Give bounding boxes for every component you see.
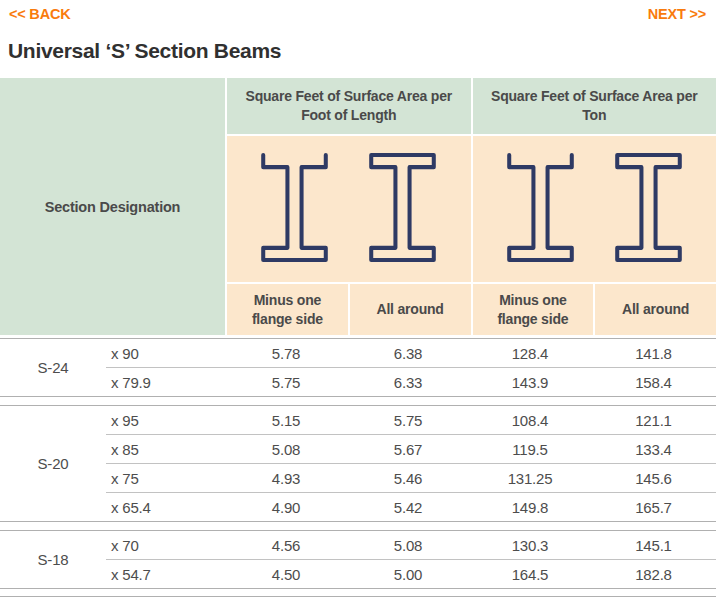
surface-area-value: 119.5: [469, 435, 591, 464]
surface-area-value: 4.90: [225, 493, 347, 522]
surface-area-value: 121.1: [591, 406, 716, 435]
surface-area-value: 5.75: [347, 406, 469, 435]
surface-area-value: 6.33: [347, 368, 469, 397]
subheader-all-around-1: All around: [350, 284, 471, 335]
surface-area-value: 130.3: [469, 531, 591, 560]
beam-icons-left-cell: [227, 136, 471, 282]
section-group-label: S-18: [0, 531, 106, 589]
surface-area-per-foot-header: Square Feet of Surface Area per Foot of …: [227, 78, 471, 134]
surface-area-value: 5.67: [347, 435, 469, 464]
size-designation: x 85: [106, 435, 225, 464]
section-group-label: S-24: [0, 339, 106, 397]
size-designation: x 70: [106, 531, 225, 560]
size-designation: x 75: [106, 464, 225, 493]
ibeam-all-around-icon: [614, 152, 683, 263]
ibeam-minus-one-flange-icon: [506, 152, 575, 263]
beam-data-table: S-24x 905.786.38128.4141.8x 79.95.756.33…: [0, 338, 716, 589]
surface-area-value: 149.8: [469, 493, 591, 522]
subheader-minus-one-flange-1: Minus one flange side: [227, 284, 348, 335]
next-link[interactable]: NEXT >>: [648, 6, 706, 22]
table-row: x 54.74.505.00164.5182.8: [0, 560, 716, 589]
surface-area-value: 165.7: [591, 493, 716, 522]
surface-area-value: 5.78: [225, 339, 347, 368]
surface-area-value: 108.4: [469, 406, 591, 435]
top-navigation: << BACK NEXT >>: [0, 0, 716, 22]
subheader-minus-one-flange-2: Minus one flange side: [473, 284, 594, 335]
ibeam-minus-one-flange-icon: [260, 152, 329, 263]
surface-area-value: 4.93: [225, 464, 347, 493]
size-designation: x 79.9: [106, 368, 225, 397]
table-row: S-24x 905.786.38128.4141.8: [0, 339, 716, 368]
group-gap: [0, 397, 716, 406]
surface-area-value: 145.6: [591, 464, 716, 493]
surface-area-value: 5.08: [347, 531, 469, 560]
surface-area-value: 6.38: [347, 339, 469, 368]
page-title: Universal ‘S’ Section Beams: [8, 39, 708, 63]
table-row: x 855.085.67119.5133.4: [0, 435, 716, 464]
surface-area-value: 5.46: [347, 464, 469, 493]
section-group-label: S-20: [0, 406, 106, 522]
surface-area-value: 182.8: [591, 560, 716, 589]
size-designation: x 54.7: [106, 560, 225, 589]
surface-area-value: 4.56: [225, 531, 347, 560]
ibeam-all-around-icon: [368, 152, 437, 263]
surface-area-value: 5.42: [347, 493, 469, 522]
table-row: S-20x 955.155.75108.4121.1: [0, 406, 716, 435]
table-bottom-rule: [0, 596, 716, 597]
page: << BACK NEXT >> Universal ‘S’ Section Be…: [0, 0, 716, 597]
section-group-s-24: S-24x 905.786.38128.4141.8x 79.95.756.33…: [0, 339, 716, 397]
surface-area-value: 5.75: [225, 368, 347, 397]
group-gap: [0, 522, 716, 531]
table-row: S-18x 704.565.08130.3145.1: [0, 531, 716, 560]
surface-area-value: 143.9: [469, 368, 591, 397]
beam-icons-right-cell: [473, 136, 716, 282]
table-row: x 754.935.46131.25145.6: [0, 464, 716, 493]
section-group-s-18: S-18x 704.565.08130.3145.1x 54.74.505.00…: [0, 531, 716, 589]
surface-area-value: 141.8: [591, 339, 716, 368]
surface-area-value: 128.4: [469, 339, 591, 368]
back-link[interactable]: << BACK: [9, 6, 70, 22]
size-designation: x 65.4: [106, 493, 225, 522]
table-header: Section Designation Square Feet of Surfa…: [0, 78, 716, 335]
surface-area-value: 5.00: [347, 560, 469, 589]
surface-area-value: 133.4: [591, 435, 716, 464]
surface-area-value: 131.25: [469, 464, 591, 493]
size-designation: x 90: [106, 339, 225, 368]
section-designation-header: Section Designation: [0, 78, 225, 335]
size-designation: x 95: [106, 406, 225, 435]
surface-area-per-ton-header: Square Feet of Surface Area per Ton: [473, 78, 716, 134]
surface-area-value: 145.1: [591, 531, 716, 560]
table-row: x 79.95.756.33143.9158.4: [0, 368, 716, 397]
surface-area-value: 4.50: [225, 560, 347, 589]
subheader-all-around-2: All around: [595, 284, 716, 335]
table-row: x 65.44.905.42149.8165.7: [0, 493, 716, 522]
section-group-s-20: S-20x 955.155.75108.4121.1x 855.085.6711…: [0, 406, 716, 522]
surface-area-value: 5.15: [225, 406, 347, 435]
surface-area-value: 5.08: [225, 435, 347, 464]
surface-area-value: 158.4: [591, 368, 716, 397]
surface-area-value: 164.5: [469, 560, 591, 589]
